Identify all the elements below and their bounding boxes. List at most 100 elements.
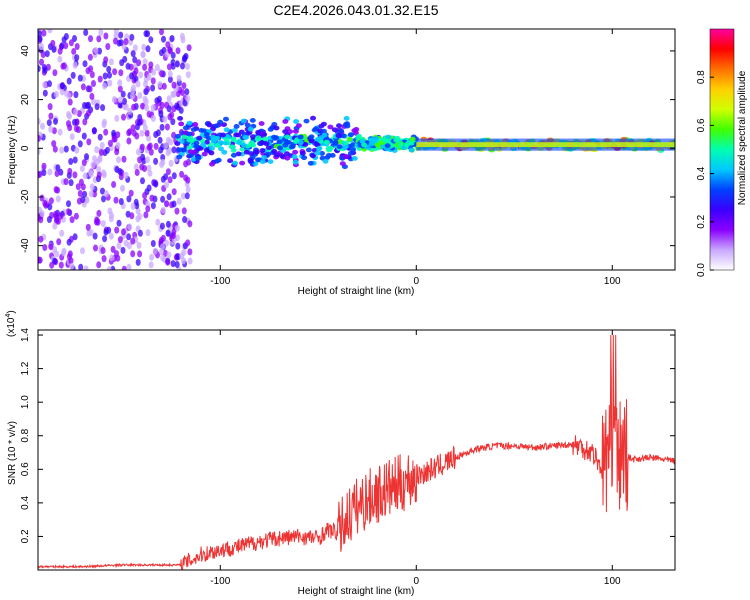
- spectrogram-cell: [46, 216, 52, 223]
- spectrogram-cell: [174, 102, 180, 110]
- spectrogram-cell: [160, 195, 166, 203]
- spectrogram-cell: [102, 235, 108, 243]
- spectrogram-cell: [307, 160, 314, 166]
- spectrogram-cell: [291, 154, 298, 160]
- spectrogram-cell: [170, 118, 176, 126]
- spectrogram-cell: [71, 48, 77, 55]
- spectrogram-cell: [47, 168, 53, 176]
- spectrogram-cell: [166, 193, 172, 201]
- spectrogram-cell: [157, 136, 163, 144]
- spectrogram-cell: [171, 188, 177, 196]
- spectrogram-cell: [123, 171, 129, 179]
- spectrogram-cell: [323, 139, 330, 145]
- spectrogram-cell: [111, 135, 117, 143]
- spectrogram-cell: [148, 61, 154, 69]
- spectrogram-cell: [97, 75, 103, 83]
- spectrogram-cell: [58, 261, 64, 269]
- spectrogram-marks: [38, 29, 675, 270]
- spectrogram-cell: [96, 171, 102, 179]
- spectrogram-cell: [70, 71, 76, 79]
- spectrogram-cell: [122, 97, 127, 105]
- spectrogram-cell: [40, 51, 46, 58]
- spectrogram-cell: [168, 138, 174, 146]
- spectrogram-cell: [167, 47, 173, 55]
- spectrogram-cell: [182, 55, 187, 63]
- colorbar: 0.0 0.2 0.4 0.6 0.8 Normalized spectral ampl…: [696, 28, 748, 277]
- spectrogram-cell: [242, 135, 249, 140]
- spectrogram-cell: [182, 216, 188, 223]
- spectrogram-cell: [179, 32, 185, 40]
- spectrogram-cell: [48, 125, 54, 133]
- spectrogram-cell: [108, 232, 114, 240]
- spectrogram-cell: [233, 124, 240, 129]
- spectrogram-cell: [261, 155, 268, 160]
- spectrogram-cell: [88, 169, 94, 176]
- spectrogram-cell: [49, 261, 55, 269]
- spectrogram-cell: [105, 43, 111, 50]
- spectrogram-cell: [68, 158, 74, 165]
- x-tick-label: 0: [413, 276, 419, 287]
- spectrogram-cell: [104, 146, 110, 154]
- spectrogram-cell: [127, 107, 133, 115]
- spectrogram-cell: [239, 160, 246, 166]
- spectrogram-cell: [175, 47, 181, 55]
- x-tick-label: 100: [604, 576, 621, 587]
- spectrogram-cell: [145, 156, 150, 164]
- y-tick-label: 0.4: [20, 495, 31, 509]
- spectrogram-cell: [66, 238, 72, 246]
- spectrogram-cell: [185, 95, 191, 102]
- spectrogram-cell: [130, 237, 136, 245]
- spectrogram-cell: [129, 33, 135, 41]
- spectrogram-cell: [228, 144, 235, 150]
- spectrogram-cell: [54, 170, 60, 177]
- spectrogram-cell: [92, 155, 97, 163]
- spectrogram-cell: [174, 261, 180, 268]
- spectrogram-cell: [322, 158, 329, 164]
- spectrogram-cell: [123, 103, 129, 111]
- spectrogram-cell: [107, 79, 113, 87]
- spectrogram-cell: [160, 254, 166, 262]
- spectrogram-cell: [308, 138, 315, 144]
- spectrogram-cell: [382, 137, 389, 143]
- spectrogram-cell: [128, 189, 134, 197]
- spectrogram-cell: [54, 250, 60, 258]
- spectrogram-cell: [336, 123, 342, 129]
- spectrogram-cell: [181, 257, 186, 265]
- spectrogram-cell: [94, 103, 100, 111]
- spectrogram-cell: [262, 136, 269, 142]
- spectrogram-cell: [315, 136, 322, 142]
- spectrogram-cell: [273, 135, 280, 141]
- spectrogram-cell: [117, 168, 123, 175]
- spectrogram-cell: [121, 228, 126, 236]
- spectrogram-cell: [267, 126, 274, 132]
- spectrogram-cell: [55, 195, 61, 203]
- spectrogram-cell: [120, 246, 126, 254]
- spectrogram-cell: [347, 132, 354, 138]
- spectrogram-cell: [67, 167, 73, 175]
- spectrogram-cell: [259, 159, 266, 165]
- spectrogram-cell: [153, 157, 159, 165]
- spectrogram-cell: [169, 35, 175, 42]
- spectrogram-cell: [167, 176, 173, 184]
- spectrogram-cell: [89, 183, 95, 191]
- spectrogram-cell: [169, 111, 175, 119]
- spectrogram-cell: [121, 155, 127, 163]
- spectrogram-cell: [111, 96, 117, 103]
- spectrogram-cell: [106, 65, 112, 73]
- spectrogram-cell: [68, 39, 74, 47]
- spectrogram-cell: [288, 144, 295, 150]
- y-tick-label: 20: [20, 94, 31, 106]
- spectrogram-cell: [137, 119, 142, 127]
- spectrogram-cell: [176, 74, 182, 82]
- spectrogram-cell: [174, 224, 180, 232]
- spectrogram-cell: [77, 190, 83, 197]
- spectrogram-cell: [109, 254, 115, 262]
- spectrogram-cell: [143, 211, 149, 219]
- spectrogram-cell: [325, 145, 332, 151]
- spectrogram-cell: [60, 82, 65, 90]
- spectrogram-cell: [88, 65, 94, 73]
- snr-multiplier-close: ): [6, 310, 17, 313]
- spectrogram-cell: [77, 74, 83, 82]
- snr-x-label: Height of straight line (km): [298, 586, 415, 597]
